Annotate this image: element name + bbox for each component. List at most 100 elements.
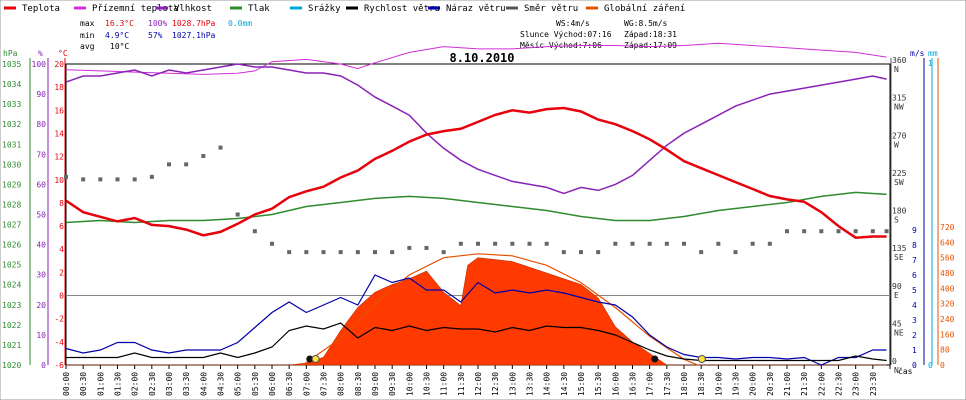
x-tick-label: 00:30 <box>79 372 88 396</box>
temp-tick: -6 <box>54 361 64 370</box>
x-tick-label: 08:30 <box>354 372 363 396</box>
astro-moon: Měsíc Východ:7:06 <box>520 41 602 50</box>
wind-dir-mark <box>853 229 858 234</box>
ms-tick: 9 <box>912 226 917 235</box>
pct-unit: % <box>38 49 43 58</box>
dir-tick: 360 <box>892 56 907 65</box>
x-tick-label: 22:30 <box>835 372 844 396</box>
stat-max-temp: 16.3°C <box>105 19 134 28</box>
wind-dir-mark <box>338 250 343 255</box>
wind-dir-mark <box>390 250 395 255</box>
wind-dir-mark <box>476 241 480 246</box>
rad-tick: 240 <box>940 315 955 324</box>
hpa-tick: 1029 <box>2 180 21 189</box>
wind-dir-mark <box>115 177 120 182</box>
x-tick-label: 12:30 <box>491 372 500 396</box>
mm-unit: mm <box>928 49 938 58</box>
wind-dir-mark <box>407 245 412 250</box>
pct-tick: 90 <box>36 90 46 99</box>
wind-dir-mark <box>596 250 601 255</box>
pct-tick: 70 <box>36 150 46 159</box>
dir-label: N <box>894 65 899 74</box>
x-tick-label: 21:30 <box>800 372 809 396</box>
astro-sun: Slunce Východ:07:16 <box>520 30 612 39</box>
x-tick-label: 19:00 <box>714 372 723 396</box>
wind-dir-mark <box>767 241 772 246</box>
astro-ws: WS:4m/s <box>556 19 590 28</box>
stat-avg-temp: 10°C <box>110 42 129 51</box>
ms-tick: 4 <box>912 301 917 310</box>
dir-tick: 45 <box>892 319 902 328</box>
stat-max-rain: 0.0mm <box>228 19 252 28</box>
x-tick-label: 18:00 <box>680 372 689 396</box>
rad-tick: 0 <box>940 361 945 370</box>
wind-dir-mark <box>81 177 86 182</box>
wind-dir-mark <box>682 241 686 246</box>
rad-tick: 160 <box>940 330 955 339</box>
x-tick-label: 00:00 <box>62 372 71 396</box>
wind-dir-mark <box>870 229 875 234</box>
wind-dir-mark <box>527 241 532 246</box>
hpa-tick: 1025 <box>2 261 21 270</box>
temp-tick: 0 <box>59 292 64 301</box>
astro-moon-set: Západ:17:09 <box>624 41 677 50</box>
hpa-tick: 1035 <box>2 60 21 69</box>
x-tick-label: 08:00 <box>337 372 346 396</box>
legend-label: Srážky <box>308 4 341 14</box>
legend-label: Tlak <box>248 4 270 14</box>
legend-label: Globální záření <box>604 4 685 14</box>
wind-gust-line <box>65 274 887 366</box>
dir-tick: 270 <box>892 131 907 140</box>
wind-dir-mark <box>647 241 652 246</box>
x-tick-label: 20:00 <box>749 372 758 396</box>
x-tick-label: 06:30 <box>285 372 294 396</box>
temp-tick: 20 <box>54 60 64 69</box>
rad-tick: 560 <box>940 254 955 263</box>
x-tick-label: 20:30 <box>766 372 775 396</box>
hpa-tick: 1021 <box>2 341 21 350</box>
hpa-tick: 1032 <box>2 120 21 129</box>
rad-tick: 320 <box>940 300 955 309</box>
hpa-tick: 1034 <box>2 80 21 89</box>
ms-tick: 8 <box>912 241 917 250</box>
stat-min-label: min <box>80 31 95 40</box>
wind-dir-mark <box>287 250 292 255</box>
wind-dir-mark <box>579 250 583 255</box>
x-tick-label: 16:30 <box>629 372 638 396</box>
wind-dir-mark <box>750 241 755 246</box>
pct-tick: 60 <box>36 180 46 189</box>
legend-label: Rychlost větru <box>364 4 440 14</box>
temp-tick: 12 <box>54 153 64 162</box>
rad-tick: 480 <box>940 269 955 278</box>
wind-dir-mark <box>510 241 515 246</box>
pct-tick: 30 <box>36 271 46 280</box>
dir-label: SW <box>894 178 904 187</box>
hpa-tick: 1022 <box>2 321 21 330</box>
wind-dir-mark <box>733 250 738 255</box>
x-tick-label: 18:30 <box>697 372 706 396</box>
sunrise-marker <box>311 355 320 363</box>
ms-unit: m/s <box>910 49 925 58</box>
wind-dir-mark <box>218 145 223 150</box>
humidity-line <box>65 63 887 195</box>
x-tick-label: 09:30 <box>388 372 397 396</box>
stat-max-press: 1028.7hPa <box>172 19 216 28</box>
hpa-tick: 1033 <box>2 100 21 109</box>
wind-dir-mark <box>270 241 274 246</box>
legend-label: Vlhkost <box>174 4 212 14</box>
temp-tick: 4 <box>59 245 64 254</box>
x-tick-label: 10:00 <box>405 372 414 396</box>
pct-tick: 0 <box>41 361 46 370</box>
ms-tick: 1 <box>912 346 917 355</box>
wind-dir-mark <box>201 153 206 158</box>
chart-title: 8.10.2010 <box>449 51 514 65</box>
dir-label: N <box>894 366 899 375</box>
stat-min-press: 1027.1hPa <box>172 31 216 40</box>
pct-tick: 40 <box>36 241 46 250</box>
series <box>64 42 889 366</box>
x-tick-label: 05:30 <box>251 372 260 396</box>
x-tick-label: 02:30 <box>148 372 157 396</box>
x-tick-label: 11:00 <box>440 372 449 396</box>
stat-min-temp: 4.9°C <box>105 31 129 40</box>
pct-tick: 20 <box>36 301 46 310</box>
